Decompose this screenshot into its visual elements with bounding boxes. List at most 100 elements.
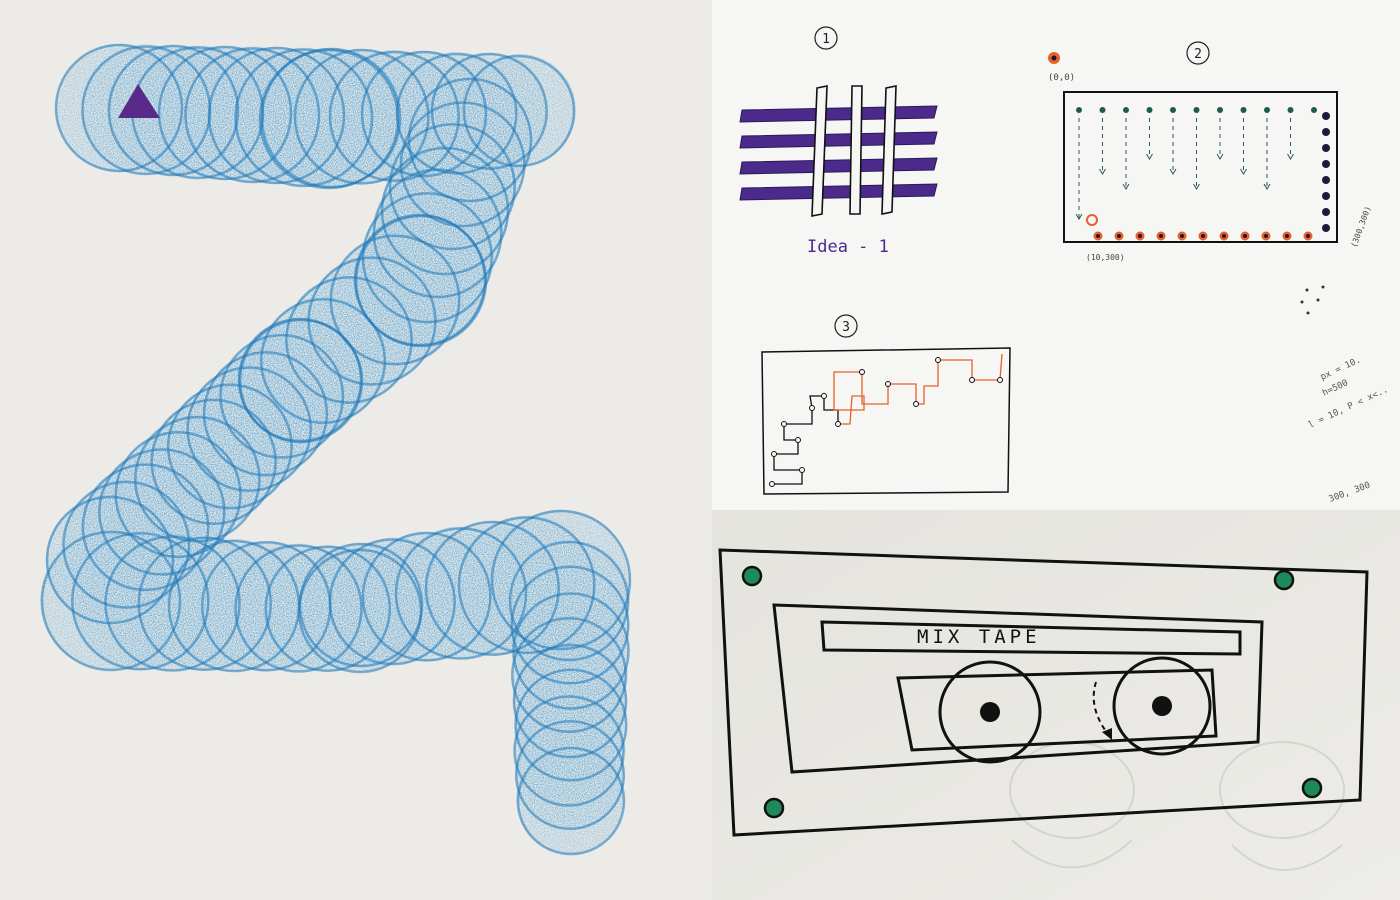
top-row-dot	[1193, 107, 1200, 113]
crayon-circle-outline	[234, 48, 374, 188]
crayon-circle-outline	[104, 535, 241, 672]
crayon-circle-outline	[298, 542, 424, 668]
crayon-circle-outline	[285, 276, 413, 404]
path-nodes	[769, 357, 1003, 487]
screws	[741, 565, 1323, 819]
left-reel	[938, 660, 1042, 764]
sheet-background	[712, 0, 1400, 510]
right-column-dot	[1322, 176, 1330, 184]
crayon-circle-outline	[234, 544, 363, 673]
flow-arrowhead	[1169, 168, 1177, 175]
crayon-circle-outline	[202, 351, 329, 477]
right-column-dot	[1322, 160, 1330, 168]
flow-arrowhead	[1240, 168, 1247, 175]
bottom-left-label: (10,300)	[1086, 253, 1125, 262]
top-row-dot	[1287, 107, 1294, 113]
sketch-2-number: 2	[1194, 47, 1202, 62]
crayon-circle-outline	[293, 48, 430, 185]
crayon-circle-outline	[490, 509, 632, 651]
crayon-circle-outline	[512, 592, 630, 710]
crayon-circle-outline	[71, 532, 210, 671]
right-column-dot	[1322, 192, 1330, 200]
right-column-dot	[1322, 128, 1330, 136]
crayon-circle-outline	[512, 643, 628, 759]
crayon-circle-outline	[361, 531, 492, 662]
crayon-circle-outline	[81, 463, 210, 592]
crayon-circle-outline	[207, 46, 346, 185]
top-row-dot	[1170, 107, 1176, 113]
crayon-circle-outline	[424, 520, 560, 656]
right-column-dot	[1322, 112, 1330, 120]
sketch-sheet: 1 Idea - 1 2 (0,0) (	[712, 0, 1400, 510]
crayon-circle-outline	[114, 431, 242, 559]
sketch-2-number-circle	[1186, 41, 1210, 65]
crayon-circle-outline	[407, 77, 533, 203]
sketch-3-number-circle	[834, 314, 858, 338]
crayon-circle-outline	[514, 668, 628, 782]
sketch-1-number: 1	[822, 32, 830, 47]
crayon-circle-outline	[137, 536, 272, 671]
cassette-inner-panel	[772, 603, 1264, 774]
crayon-circle-outline	[166, 383, 293, 510]
crayon-z-drawing	[0, 0, 712, 900]
sketch-2-dots	[1075, 107, 1330, 241]
flow-arrowhead	[1099, 168, 1106, 175]
crayon-circle-outline	[457, 516, 596, 655]
flow-arrowhead	[1146, 153, 1153, 160]
sketch-3: 3	[761, 314, 1011, 495]
black-staircase-path	[772, 395, 839, 485]
reel-window	[896, 668, 1218, 752]
tape-label: MIX TAPE	[917, 626, 1041, 648]
top-row-dot	[1099, 107, 1106, 113]
cassette-body	[718, 548, 1369, 837]
flow-arrowhead	[1216, 153, 1224, 160]
show-through-shapes	[1009, 741, 1345, 871]
woven-vertical-bars	[811, 85, 897, 217]
crayon-circle-outline	[40, 530, 182, 672]
crayon-circle-outline	[360, 50, 488, 178]
top-row-dot	[1217, 107, 1223, 113]
sketches-photo: 1 Idea - 1 2 (0,0) (	[712, 0, 1400, 510]
screw	[1301, 777, 1323, 799]
screw	[1273, 569, 1295, 591]
crayon-circle-outline	[98, 448, 226, 576]
canvas-frame	[1063, 91, 1338, 243]
crayon-z-photo	[0, 0, 712, 900]
crayon-circle-outline	[328, 538, 456, 666]
right-reel	[1112, 656, 1212, 756]
crayon-circle-outline	[354, 214, 488, 348]
crayon-circle-outline	[328, 50, 460, 182]
right-column-dot	[1322, 144, 1330, 152]
screw	[763, 797, 785, 819]
origin-label: (0,0)	[1048, 73, 1075, 83]
crayon-circle-outline	[107, 44, 240, 177]
sketch-1-caption: Idea - 1	[807, 237, 889, 257]
mixtape-photo: MIX TAPE	[712, 510, 1400, 900]
start-marker	[1086, 214, 1098, 226]
top-row-dot	[1076, 107, 1082, 113]
top-row-dot	[1264, 107, 1270, 113]
crayon-circle-outline	[157, 45, 293, 181]
crayon-circle-outline	[62, 480, 191, 609]
sketch-1-number-circle	[814, 26, 838, 50]
small-dot-cluster	[1300, 285, 1325, 315]
crayon-circle-outline	[264, 545, 391, 672]
top-row-dot	[1123, 107, 1129, 113]
flow-arrowhead	[1075, 213, 1083, 220]
crayon-circle-outline	[219, 333, 345, 459]
top-row-dot	[1240, 107, 1247, 113]
top-row-dot	[1146, 107, 1153, 113]
flow-arrowhead	[1287, 153, 1294, 160]
crayon-circle-outline	[54, 43, 184, 173]
crayon-circle-outline	[516, 746, 626, 856]
crayon-circle-outline	[388, 123, 516, 251]
top-row-dot	[1311, 107, 1317, 113]
flow-arrowhead	[1122, 183, 1130, 190]
flow-arrowhead	[1263, 183, 1271, 190]
purple-triangle-marker	[118, 84, 160, 118]
label-strip	[820, 620, 1242, 656]
screw	[741, 565, 763, 587]
crayon-circle-outline	[150, 398, 277, 525]
sketch-1: 1 Idea - 1	[739, 26, 938, 257]
crayon-circle-outline	[259, 297, 387, 425]
